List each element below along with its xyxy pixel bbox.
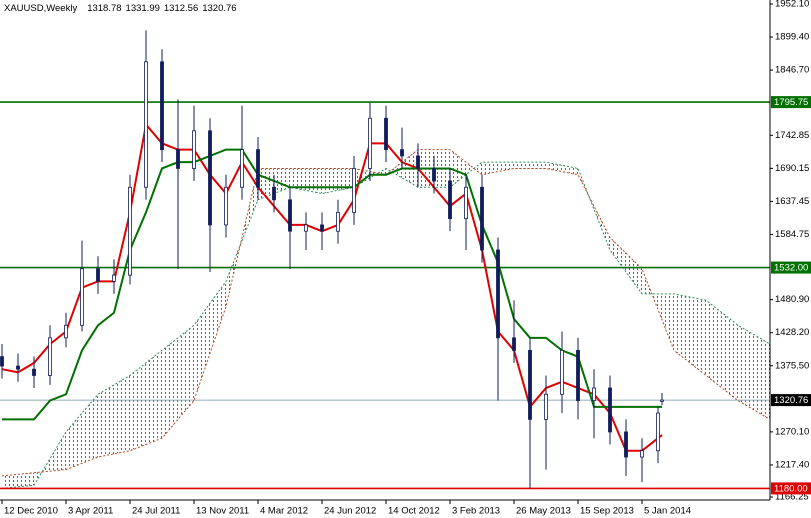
cloud-fill (674, 293, 706, 376)
candle-body (368, 117, 372, 169)
x-tick-label: 15 Sep 2013 (580, 506, 634, 517)
candle-body (656, 412, 660, 452)
cloud-fill (130, 350, 162, 451)
candle-body (48, 337, 52, 376)
cloud-fill (2, 472, 34, 489)
candle-body (400, 149, 404, 157)
candle-body (560, 349, 564, 395)
candle-body (304, 224, 308, 232)
cloud-fill (98, 375, 130, 458)
x-tick-label: 13 Nov 2011 (196, 506, 249, 517)
candle-body (208, 130, 212, 226)
cloud-fill (194, 281, 226, 401)
level-label: 1795.75 (774, 97, 808, 108)
y-tick-label: 1480.90 (775, 294, 809, 305)
y-tick-label: 1690.15 (775, 163, 809, 174)
candle-body (128, 186, 132, 276)
cloud-fill (66, 394, 98, 470)
y-tick-label: 1899.40 (775, 32, 809, 43)
candle-body (288, 199, 292, 232)
cloud-fill (610, 237, 642, 294)
y-tick-label: 1742.85 (775, 130, 809, 141)
candle-body (272, 186, 276, 201)
candle-body (112, 274, 116, 282)
cloud-fill (738, 325, 770, 420)
candle-body (80, 268, 84, 326)
candle-body (624, 431, 628, 458)
candle-body (32, 368, 36, 376)
cloud-fill (706, 300, 738, 401)
candle-body (592, 387, 596, 401)
y-tick-label: 1270.10 (775, 426, 809, 437)
level-box (771, 394, 811, 407)
y-tick-label: 1952.10 (775, 0, 809, 10)
candle-body (96, 268, 100, 282)
candle-body (256, 149, 260, 188)
candle-body (660, 399, 664, 402)
x-tick-label: 24 Jun 2012 (324, 506, 376, 517)
level-box (771, 96, 811, 109)
candle-body (528, 349, 532, 420)
x-tick-label: 24 Jul 2011 (132, 506, 180, 517)
level-label: 1320.76 (774, 395, 808, 406)
candle-body (352, 168, 356, 213)
candle-body (64, 324, 68, 339)
x-tick-label: 26 May 2013 (516, 506, 571, 517)
candle-body (480, 186, 484, 251)
candle-body (384, 117, 388, 151)
candle-body (320, 224, 324, 232)
candle-body (0, 356, 4, 367)
candle-body (448, 180, 452, 220)
high: 1331.99 (126, 3, 160, 14)
y-tick-label: 1637.45 (775, 196, 809, 207)
cloud-fill (546, 162, 578, 175)
candle-body (16, 365, 20, 370)
cloud-span (1, 161, 771, 489)
x-tick-label: 3 Feb 2013 (452, 506, 500, 517)
cloud-fill (450, 149, 482, 188)
candle-body (176, 149, 180, 169)
candle-body (192, 130, 196, 169)
level-box (771, 261, 811, 274)
low: 1312.56 (164, 3, 198, 14)
level-box (771, 482, 811, 495)
candle-body (224, 186, 228, 226)
x-tick-label: 5 Jan 2014 (644, 506, 691, 517)
candle-body (496, 249, 500, 339)
y-tick-label: 1846.70 (775, 65, 809, 76)
candle-body (640, 450, 644, 458)
symbol: XAUUSD,Weekly (4, 3, 77, 14)
x-tick-label: 12 Dec 2010 (4, 506, 58, 517)
candle-body (608, 387, 612, 433)
header: XAUUSD,Weekly 1318.78 1331.99 1312.56 1320.7… (4, 3, 237, 14)
candle-body (160, 61, 164, 151)
y-tick-label: 1166.25 (775, 492, 809, 503)
cloud-fill (482, 162, 514, 175)
x-tick-label: 14 Oct 2012 (388, 506, 440, 517)
candle-body (512, 337, 516, 351)
level-label: 1532.00 (774, 263, 808, 274)
cloud-fill (162, 325, 194, 439)
y-tick-label: 1375.50 (775, 360, 809, 371)
y-tick-label: 1428.20 (775, 327, 809, 338)
close: 1320.76 (202, 3, 236, 14)
y-tick-label: 1217.40 (775, 459, 809, 470)
y-tick-label: 1584.75 (775, 229, 809, 240)
candle-body (432, 168, 436, 182)
candle-body (576, 349, 580, 401)
cloud-fill (642, 268, 674, 351)
level-label: 1180.00 (774, 483, 808, 494)
x-tick-label: 3 Apr 2011 (68, 506, 113, 517)
x-tick-label: 4 Mar 2012 (260, 506, 308, 517)
candle-body (240, 149, 244, 188)
candle-body (544, 393, 548, 420)
candle-body (464, 186, 468, 220)
candle-body (144, 61, 148, 188)
candle-body (336, 211, 340, 232)
cloud-fill (514, 162, 546, 169)
candle-body (416, 155, 420, 169)
open: 1318.78 (87, 3, 121, 14)
